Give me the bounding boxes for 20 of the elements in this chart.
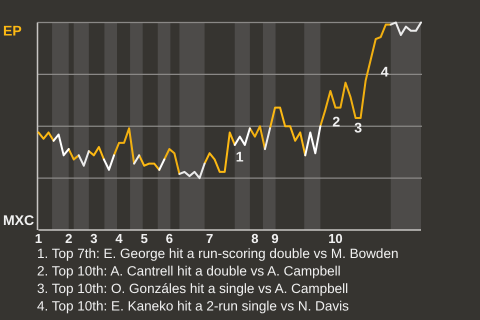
annotation: 4 [380, 63, 389, 80]
x-tick-label: 5 [140, 231, 148, 246]
x-tick-label: 2 [65, 231, 72, 246]
x-tick-label: 4 [115, 231, 124, 246]
x-tick-label: 9 [271, 231, 279, 246]
x-tick-label: 6 [166, 231, 173, 246]
annotation: 2 [332, 113, 340, 130]
text: 2. Top 10th: A. Cantrell hit a double vs A. Campbell [37, 264, 341, 278]
x-tick-label: 10 [328, 231, 343, 246]
x-tick-label: 7 [206, 231, 214, 246]
text: 1. Top 7th: E. George hit a run-scoring double vs M. Bowden [37, 246, 398, 261]
x-tick-label: 8 [251, 231, 259, 246]
x-tick-label: 1 [34, 231, 42, 246]
x-tick-label: 3 [90, 231, 98, 246]
annotation: 3 [354, 119, 362, 136]
text: 3. Top 10th: O. Gonzáles hit a single vs A. Campbell [37, 281, 348, 296]
text: 4. Top 10th: E. Kaneko hit a 2-run single vs N. Davis [37, 298, 350, 314]
text: MXC [3, 212, 34, 228]
text: EP [3, 22, 22, 38]
annotation: 1 [236, 148, 244, 165]
